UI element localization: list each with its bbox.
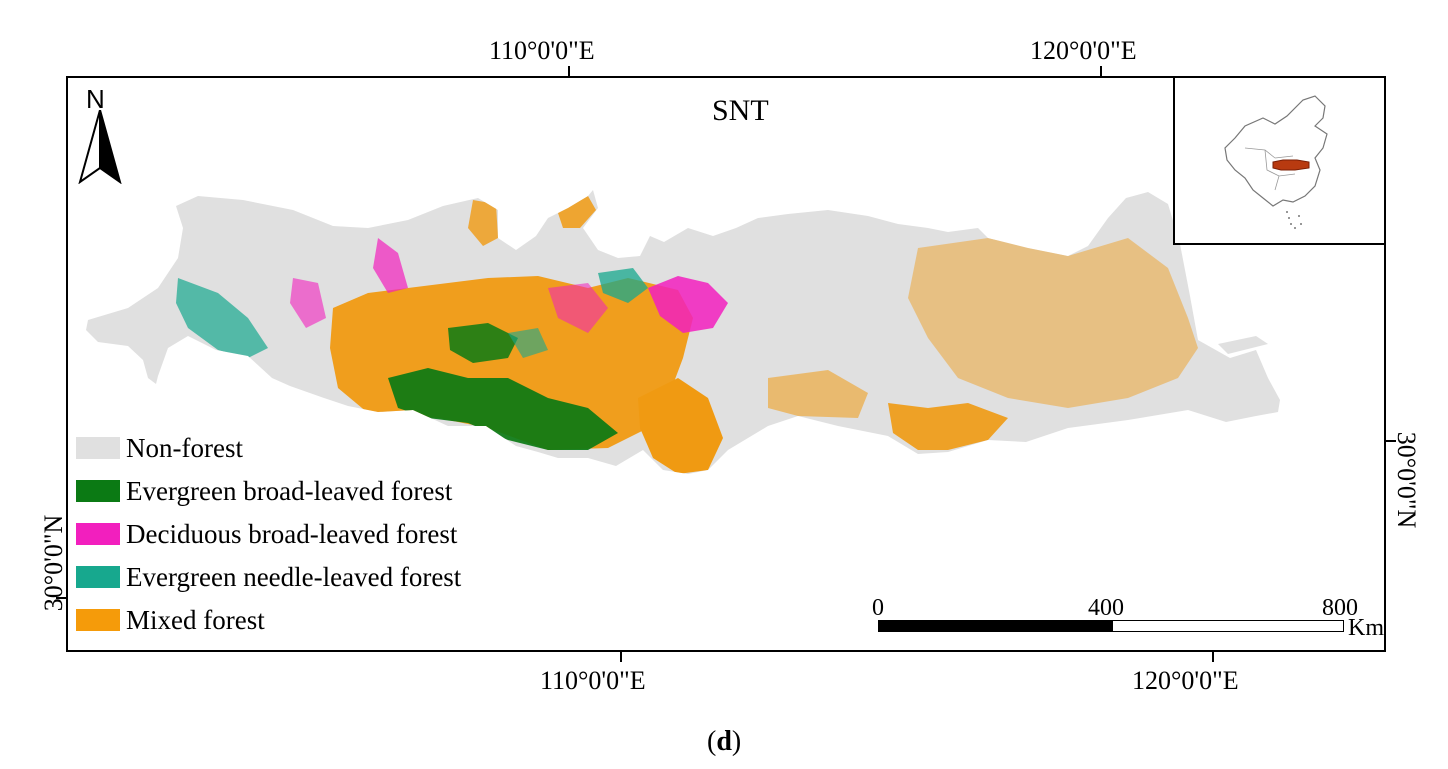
scale-unit: Km xyxy=(1348,615,1384,641)
legend: Non-forest Evergreen broad-leaved forest… xyxy=(76,433,556,648)
scale-bar-black-segment xyxy=(879,621,1113,631)
legend-swatch xyxy=(76,480,120,502)
scale-label-0: 0 xyxy=(872,595,884,621)
legend-item-mixed-forest: Mixed forest xyxy=(76,605,556,648)
north-arrow-icon xyxy=(78,110,122,184)
china-outline-icon xyxy=(1224,95,1328,229)
coord-label-bottom-120e: 120°0'0"E xyxy=(1132,666,1239,695)
region-mixed-forest-south xyxy=(638,378,723,474)
legend-label: Evergreen broad-leaved forest xyxy=(126,476,453,506)
coord-label-top-110e: 110°0'0"E xyxy=(489,36,595,65)
region-mixed-forest-east-2 xyxy=(768,370,868,418)
panel-label: (d) xyxy=(707,726,742,757)
legend-label: Evergreen needle-leaved forest xyxy=(126,562,462,592)
legend-item-non-forest: Non-forest xyxy=(76,433,556,476)
tick-right-30n xyxy=(1386,440,1396,442)
region-east-island xyxy=(1218,336,1268,354)
region-deciduous-1 xyxy=(648,276,728,333)
legend-swatch xyxy=(76,437,120,459)
map-canvas xyxy=(86,190,1280,474)
region-mixed-forest-east xyxy=(908,238,1198,408)
region-evergreen-needle-1 xyxy=(176,278,268,358)
tick-left-30n xyxy=(56,597,66,599)
scale-label-400: 400 xyxy=(1088,595,1124,621)
legend-swatch xyxy=(76,609,120,631)
region-evergreen-needle-2 xyxy=(598,268,648,303)
region-deciduous-3 xyxy=(290,278,326,328)
legend-label: Non-forest xyxy=(126,433,243,463)
legend-label: Deciduous broad-leaved forest xyxy=(126,519,458,549)
scale-label-800: 800 xyxy=(1322,595,1358,621)
region-evergreen-needle-3 xyxy=(508,328,548,358)
legend-item-deciduous-broadleaved: Deciduous broad-leaved forest xyxy=(76,519,556,562)
region-evergreen-broadleaved-2 xyxy=(448,323,518,363)
tick-bottom-110e xyxy=(620,652,622,662)
region-mixed-forest-north-2 xyxy=(558,196,596,228)
tick-bottom-120e xyxy=(1212,652,1214,662)
tick-top-120e xyxy=(1100,66,1102,76)
legend-swatch xyxy=(76,523,120,545)
north-label: N xyxy=(86,84,105,114)
region-mixed-forest-southeast xyxy=(888,403,1008,450)
region-deciduous-2 xyxy=(373,238,408,293)
inset-locator-map xyxy=(1173,78,1384,245)
legend-item-evergreen-broadleaved: Evergreen broad-leaved forest xyxy=(76,476,556,519)
map-title: SNT xyxy=(712,94,769,127)
north-arrow: N xyxy=(78,84,122,184)
coord-label-top-120e: 120°0'0"E xyxy=(1030,36,1137,65)
coord-label-bottom-110e: 110°0'0"E xyxy=(540,666,646,695)
tick-top-110e xyxy=(568,66,570,76)
coord-label-right-30n: 30°0'0"N xyxy=(1392,431,1422,529)
legend-label: Mixed forest xyxy=(126,605,265,635)
map-frame: SNT N 0 400 800 Km xyxy=(66,76,1386,652)
region-deciduous-4 xyxy=(548,283,608,333)
legend-swatch xyxy=(76,566,120,588)
region-evergreen-broadleaved xyxy=(388,368,618,450)
scale-bar xyxy=(878,620,1344,632)
inset-study-region xyxy=(1272,159,1310,171)
region-mixed-forest-north xyxy=(468,200,498,246)
legend-item-evergreen-needleleaved: Evergreen needle-leaved forest xyxy=(76,562,556,605)
